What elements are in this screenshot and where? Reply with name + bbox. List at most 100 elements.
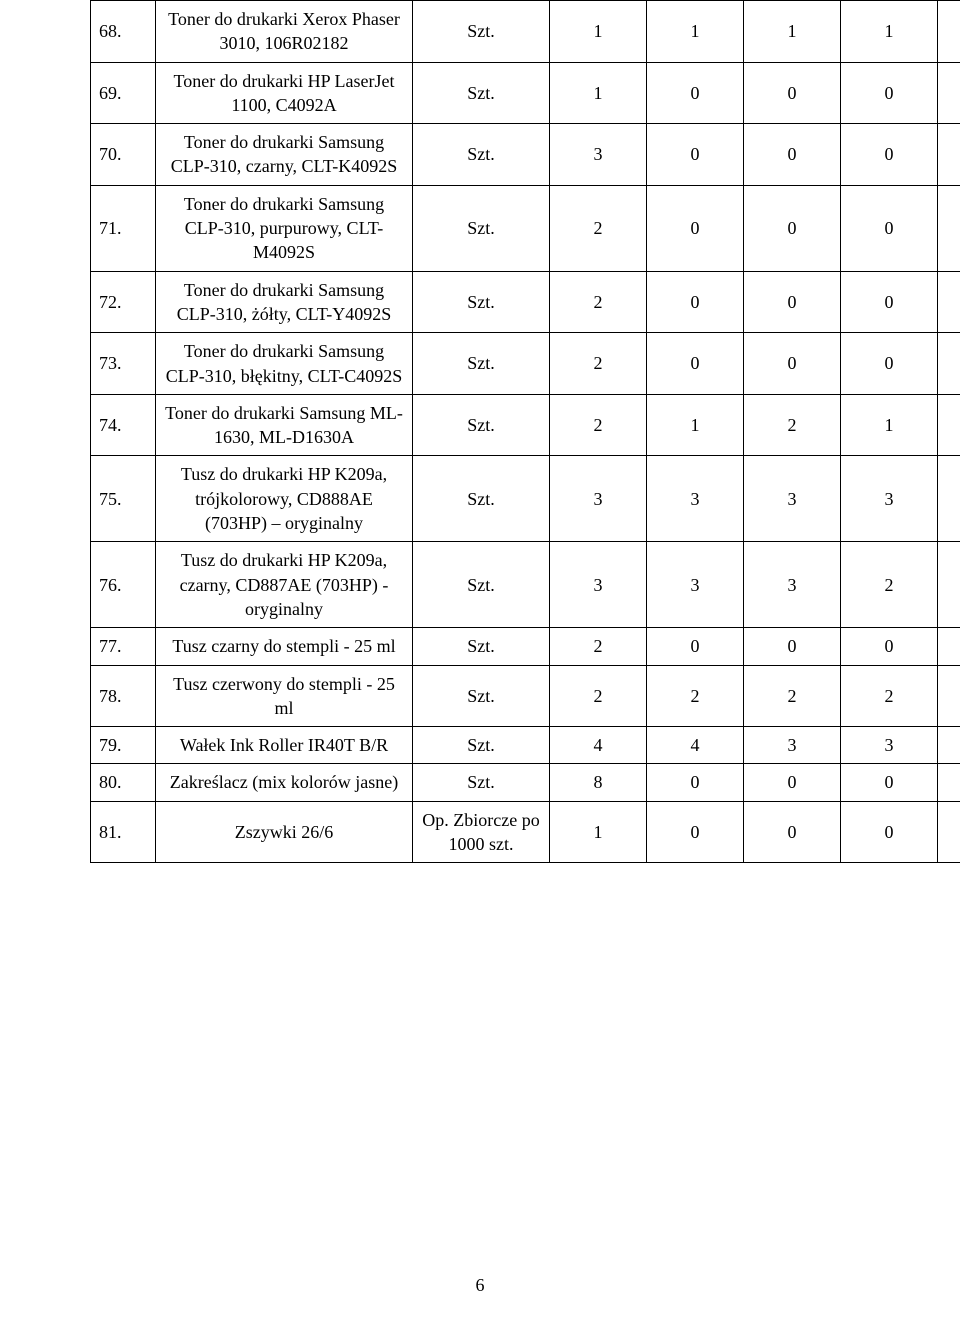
row-value-5: 8 bbox=[938, 764, 960, 801]
row-value-2: 0 bbox=[647, 801, 744, 863]
row-value-1: 8 bbox=[550, 764, 647, 801]
row-value-4: 1 bbox=[841, 394, 938, 456]
row-value-5: 2 bbox=[938, 185, 960, 271]
row-value-4: 2 bbox=[841, 665, 938, 727]
row-value-5: 8 bbox=[938, 665, 960, 727]
row-unit: Szt. bbox=[413, 394, 550, 456]
row-number: 69. bbox=[91, 62, 156, 124]
row-unit: Szt. bbox=[413, 185, 550, 271]
row-value-1: 2 bbox=[550, 394, 647, 456]
row-number: 81. bbox=[91, 801, 156, 863]
table-row: 76.Tusz do drukarki HP K209a, czarny, CD… bbox=[91, 542, 960, 628]
row-number: 68. bbox=[91, 1, 156, 63]
row-value-4: 3 bbox=[841, 727, 938, 764]
row-value-3: 0 bbox=[744, 333, 841, 395]
row-description: Toner do drukarki Samsung CLP-310, purpu… bbox=[156, 185, 413, 271]
row-unit: Szt. bbox=[413, 665, 550, 727]
row-number: 72. bbox=[91, 271, 156, 333]
table-row: 79.Wałek Ink Roller IR40T B/RSzt.443314 bbox=[91, 727, 960, 764]
row-value-1: 3 bbox=[550, 124, 647, 186]
row-value-4: 2 bbox=[841, 542, 938, 628]
row-number: 73. bbox=[91, 333, 156, 395]
row-value-5: 1 bbox=[938, 62, 960, 124]
row-value-2: 0 bbox=[647, 764, 744, 801]
row-number: 78. bbox=[91, 665, 156, 727]
row-description: Tusz czerwony do stempli - 25 ml bbox=[156, 665, 413, 727]
row-value-1: 3 bbox=[550, 456, 647, 542]
row-value-4: 0 bbox=[841, 333, 938, 395]
row-value-2: 0 bbox=[647, 62, 744, 124]
row-description: Tusz do drukarki HP K209a, trójkolorowy,… bbox=[156, 456, 413, 542]
row-unit: Szt. bbox=[413, 727, 550, 764]
table-row: 70.Toner do drukarki Samsung CLP-310, cz… bbox=[91, 124, 960, 186]
row-value-3: 3 bbox=[744, 727, 841, 764]
row-unit: Szt. bbox=[413, 124, 550, 186]
row-value-2: 4 bbox=[647, 727, 744, 764]
row-description: Toner do drukarki Samsung CLP-310, żółty… bbox=[156, 271, 413, 333]
row-value-5: 14 bbox=[938, 727, 960, 764]
row-number: 70. bbox=[91, 124, 156, 186]
row-unit: Op. Zbiorcze po 1000 szt. bbox=[413, 801, 550, 863]
row-unit: Szt. bbox=[413, 333, 550, 395]
row-value-4: 0 bbox=[841, 62, 938, 124]
row-number: 74. bbox=[91, 394, 156, 456]
row-value-4: 1 bbox=[841, 1, 938, 63]
row-description: Zszywki 26/6 bbox=[156, 801, 413, 863]
row-value-3: 0 bbox=[744, 62, 841, 124]
row-value-2: 3 bbox=[647, 542, 744, 628]
row-description: Tusz do drukarki HP K209a, czarny, CD887… bbox=[156, 542, 413, 628]
row-value-1: 1 bbox=[550, 1, 647, 63]
table-row: 71.Toner do drukarki Samsung CLP-310, pu… bbox=[91, 185, 960, 271]
row-unit: Szt. bbox=[413, 456, 550, 542]
row-value-2: 0 bbox=[647, 185, 744, 271]
row-value-5: 6 bbox=[938, 394, 960, 456]
row-value-3: 1 bbox=[744, 1, 841, 63]
row-description: Toner do drukarki Samsung ML-1630, ML-D1… bbox=[156, 394, 413, 456]
row-value-5: 2 bbox=[938, 628, 960, 665]
row-unit: Szt. bbox=[413, 764, 550, 801]
row-value-1: 2 bbox=[550, 185, 647, 271]
table-row: 81.Zszywki 26/6Op. Zbiorcze po 1000 szt.… bbox=[91, 801, 960, 863]
row-value-1: 1 bbox=[550, 62, 647, 124]
row-value-4: 0 bbox=[841, 124, 938, 186]
row-value-1: 2 bbox=[550, 665, 647, 727]
row-description: Zakreślacz (mix kolorów jasne) bbox=[156, 764, 413, 801]
row-value-5: 1 bbox=[938, 801, 960, 863]
row-value-2: 3 bbox=[647, 456, 744, 542]
row-value-2: 0 bbox=[647, 333, 744, 395]
row-description: Toner do drukarki HP LaserJet 1100, C409… bbox=[156, 62, 413, 124]
row-value-4: 0 bbox=[841, 185, 938, 271]
row-value-1: 2 bbox=[550, 333, 647, 395]
table-row: 77.Tusz czarny do stempli - 25 mlSzt.200… bbox=[91, 628, 960, 665]
row-value-2: 0 bbox=[647, 271, 744, 333]
row-value-2: 1 bbox=[647, 1, 744, 63]
table-row: 73.Toner do drukarki Samsung CLP-310, bł… bbox=[91, 333, 960, 395]
row-value-3: 3 bbox=[744, 456, 841, 542]
row-number: 75. bbox=[91, 456, 156, 542]
row-description: Toner do drukarki Xerox Phaser 3010, 106… bbox=[156, 1, 413, 63]
row-value-5: 4 bbox=[938, 1, 960, 63]
row-value-1: 1 bbox=[550, 801, 647, 863]
row-value-3: 0 bbox=[744, 124, 841, 186]
row-value-4: 0 bbox=[841, 764, 938, 801]
row-unit: Szt. bbox=[413, 1, 550, 63]
row-value-5: 3 bbox=[938, 124, 960, 186]
row-description: Toner do drukarki Samsung CLP-310, błęki… bbox=[156, 333, 413, 395]
page-number: 6 bbox=[0, 1275, 960, 1296]
table-row: 68.Toner do drukarki Xerox Phaser 3010, … bbox=[91, 1, 960, 63]
table-row: 75.Tusz do drukarki HP K209a, trójkoloro… bbox=[91, 456, 960, 542]
table-row: 74.Toner do drukarki Samsung ML-1630, ML… bbox=[91, 394, 960, 456]
row-description: Toner do drukarki Samsung CLP-310, czarn… bbox=[156, 124, 413, 186]
row-value-3: 2 bbox=[744, 665, 841, 727]
row-value-1: 4 bbox=[550, 727, 647, 764]
row-value-5: 11 bbox=[938, 542, 960, 628]
table-row: 80.Zakreślacz (mix kolorów jasne)Szt.800… bbox=[91, 764, 960, 801]
row-value-1: 3 bbox=[550, 542, 647, 628]
row-value-3: 0 bbox=[744, 185, 841, 271]
supply-table: 68.Toner do drukarki Xerox Phaser 3010, … bbox=[90, 0, 960, 863]
row-value-3: 3 bbox=[744, 542, 841, 628]
row-unit: Szt. bbox=[413, 542, 550, 628]
table-row: 72.Toner do drukarki Samsung CLP-310, żó… bbox=[91, 271, 960, 333]
table-body: 68.Toner do drukarki Xerox Phaser 3010, … bbox=[91, 1, 960, 863]
table-row: 78.Tusz czerwony do stempli - 25 mlSzt.2… bbox=[91, 665, 960, 727]
